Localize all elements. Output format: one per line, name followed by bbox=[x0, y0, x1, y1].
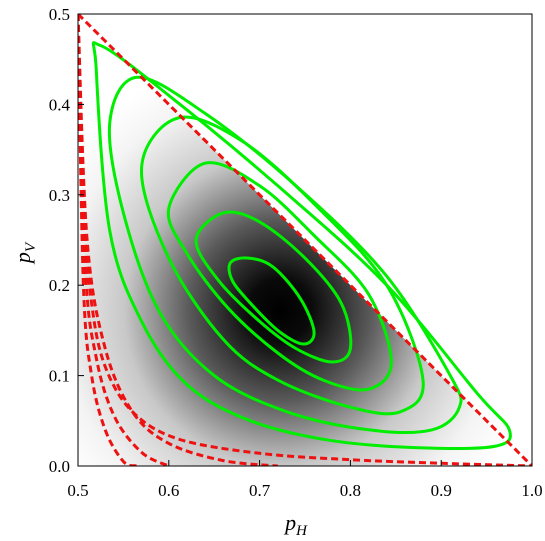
plot-area bbox=[77, 13, 533, 467]
x-tick-label: 0.8 bbox=[340, 481, 361, 500]
x-tick-label: 0.7 bbox=[249, 481, 271, 500]
solid-contour-line bbox=[91, 41, 512, 451]
solid-contour-line bbox=[194, 210, 353, 364]
solid-contour-line bbox=[227, 256, 316, 346]
solid-contour-line bbox=[166, 161, 393, 392]
plot-frame bbox=[77, 13, 533, 467]
contour-lines bbox=[78, 14, 532, 466]
y-tick-label: 0.1 bbox=[49, 367, 70, 386]
y-tick-label: 0.5 bbox=[49, 5, 70, 24]
y-axis: 0.0 0.1 0.2 0.3 0.4 0.5 bbox=[49, 5, 84, 476]
dashed-contour-line bbox=[78, 14, 170, 466]
x-tick-label: 1.0 bbox=[521, 481, 542, 500]
y-axis-label: pV bbox=[10, 241, 39, 265]
x-axis-label: pH bbox=[283, 510, 308, 539]
solid-contour-line bbox=[107, 75, 463, 434]
y-tick-label: 0.4 bbox=[49, 95, 71, 114]
x-tick-label: 0.5 bbox=[67, 481, 88, 500]
y-tick-label: 0.3 bbox=[49, 186, 70, 205]
y-tick-label: 0.0 bbox=[49, 457, 70, 476]
x-axis: 0.5 0.6 0.7 0.8 0.9 1.0 bbox=[67, 460, 543, 500]
x-tick-label: 0.6 bbox=[158, 481, 179, 500]
y-tick-label: 0.2 bbox=[49, 276, 70, 295]
dashed-contour-line bbox=[78, 14, 532, 466]
dashed-contour-line bbox=[78, 14, 138, 466]
x-tick-label: 0.9 bbox=[431, 481, 452, 500]
